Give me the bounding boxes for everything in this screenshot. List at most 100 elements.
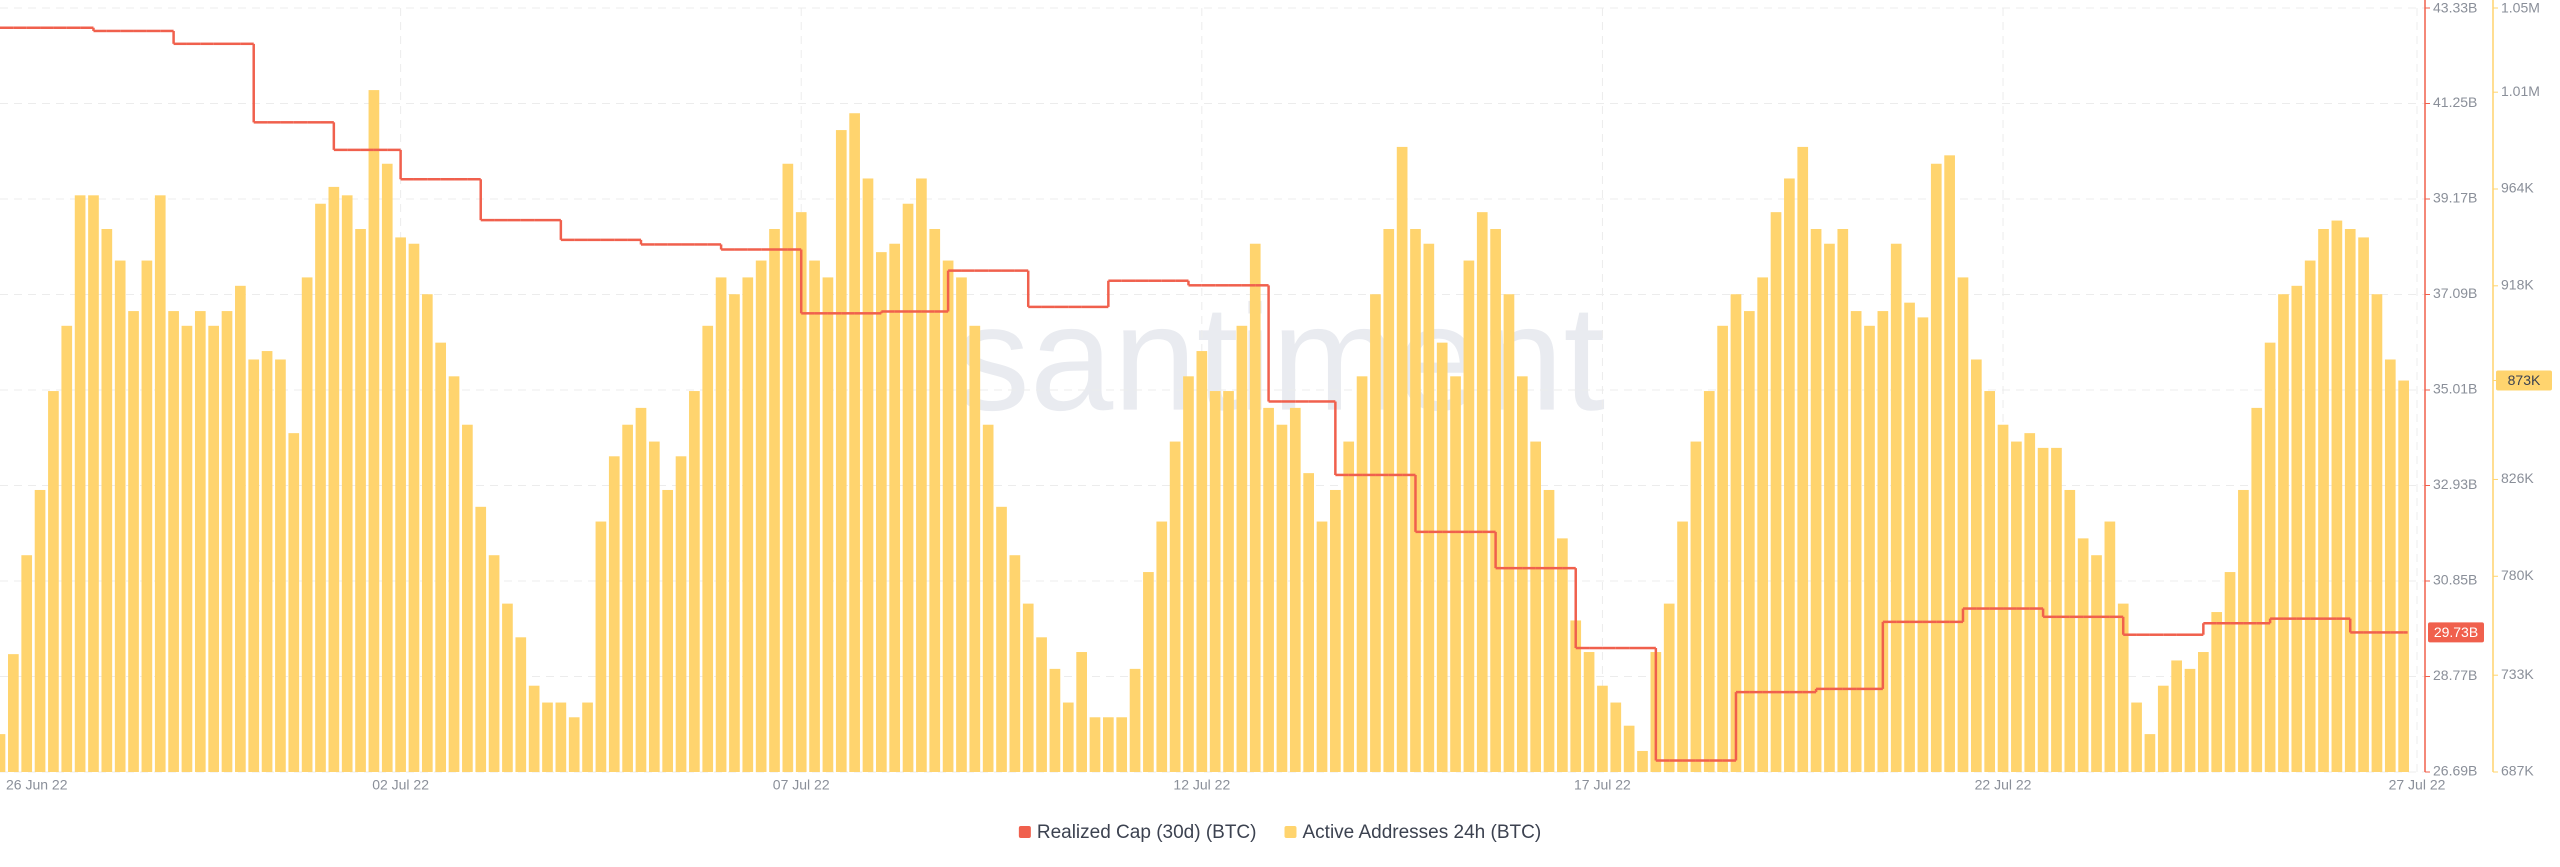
bar (1490, 228, 1501, 773)
bar (475, 506, 487, 772)
bar (1957, 277, 1969, 772)
bar (1476, 212, 1488, 772)
bar (1850, 311, 1862, 772)
bar (1209, 391, 1221, 772)
bar (1637, 750, 1648, 772)
x-tick-label: 26 Jun 22 (6, 777, 68, 793)
bar (502, 603, 513, 772)
bar (101, 228, 113, 773)
bar (61, 325, 73, 772)
bar (21, 555, 33, 772)
bar (1183, 376, 1194, 772)
bar (181, 325, 193, 772)
x-tick-label: 17 Jul 22 (1574, 777, 1631, 793)
bar (2077, 538, 2089, 772)
bar (528, 685, 540, 772)
bar (2117, 603, 2129, 772)
bar (555, 702, 567, 772)
legend-swatch (1018, 826, 1031, 838)
bar (675, 456, 687, 772)
bar (1690, 441, 1702, 772)
bar (1583, 652, 1595, 772)
bar (421, 294, 433, 772)
bar (982, 424, 994, 772)
bar (1797, 146, 1809, 773)
legend-label: Realized Cap (30d) (BTC) (1037, 822, 1257, 843)
bar (2011, 441, 2022, 772)
bar (1623, 725, 1635, 772)
bar (1236, 325, 1248, 772)
bar (74, 195, 86, 773)
bar (8, 654, 19, 772)
bar (154, 195, 166, 773)
bar (608, 456, 620, 772)
bar (1677, 521, 1688, 772)
bar (462, 424, 473, 772)
y-tick-label: 43.33B (2433, 0, 2477, 16)
last-value-label: 29.73B (2434, 624, 2478, 640)
bar (1276, 424, 1288, 772)
bar (996, 506, 1007, 772)
bar (301, 277, 313, 772)
bar (88, 195, 99, 773)
legend-label: Active Addresses 24h (BTC) (1302, 822, 1541, 843)
bar (1009, 555, 1021, 772)
bar (1970, 359, 1982, 772)
y-tick-label: 41.25B (2433, 94, 2477, 110)
y2-tick-label: 826K (2501, 470, 2534, 486)
bar (1263, 407, 1274, 772)
bar (1143, 572, 1154, 772)
x-tick-label: 12 Jul 22 (1173, 777, 1230, 793)
bar (448, 376, 460, 772)
y-tick-label: 28.77B (2433, 667, 2477, 683)
bar (1330, 489, 1341, 772)
bar (648, 441, 660, 772)
bar (1543, 489, 1555, 772)
bar (635, 407, 647, 772)
bar (1249, 243, 1261, 773)
bar (689, 391, 700, 772)
bar (381, 163, 393, 772)
bar (902, 203, 914, 772)
bar (2331, 220, 2343, 772)
bar (1116, 717, 1128, 772)
bar (782, 163, 794, 772)
bar (2238, 489, 2249, 772)
bar (1383, 228, 1395, 773)
bar (435, 342, 447, 772)
bar (1289, 407, 1301, 772)
bar (942, 260, 954, 772)
bar (1156, 521, 1168, 772)
y2-tick-label: 733K (2501, 666, 2534, 682)
bar (141, 260, 153, 772)
bar (1997, 424, 2009, 772)
bar (48, 391, 59, 772)
y-tick-label: 39.17B (2433, 190, 2477, 206)
bar (2278, 294, 2289, 772)
bar (809, 260, 820, 772)
y2-tick-label: 687K (2501, 763, 2534, 779)
last-value-badge (2496, 370, 2552, 391)
bar (729, 294, 740, 772)
bar (2224, 572, 2236, 772)
bar (1530, 441, 1542, 772)
bar (1944, 155, 1955, 772)
bar (2157, 685, 2169, 772)
bar (849, 113, 860, 773)
bar (1610, 702, 1622, 772)
bar (1516, 376, 1528, 772)
bar (1049, 668, 1061, 772)
bar (2264, 342, 2276, 772)
bar (1370, 294, 1381, 772)
bar (1770, 212, 1782, 772)
bar (328, 186, 340, 772)
bar (408, 243, 420, 773)
x-tick-label: 27 Jul 22 (2389, 777, 2446, 793)
bar (755, 260, 767, 772)
bar (1717, 325, 1728, 772)
bar (275, 359, 286, 772)
bar (1450, 376, 1461, 772)
bar (288, 433, 300, 772)
